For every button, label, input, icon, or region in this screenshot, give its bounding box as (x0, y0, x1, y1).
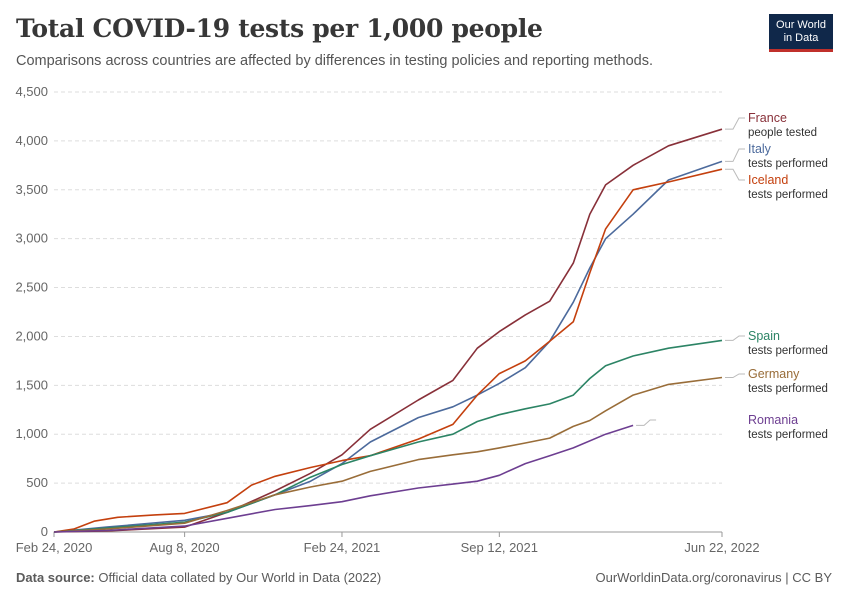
label-connector (725, 373, 745, 379)
y-tick-label: 3,000 (15, 231, 48, 246)
series-note-france: people tested (748, 127, 817, 139)
series-note-italy: tests performed (748, 158, 828, 170)
y-tick-label: 4,500 (15, 84, 48, 99)
series-note-spain: tests performed (748, 345, 828, 357)
series-label-germany: Germany (748, 367, 800, 381)
series-line-italy (53, 160, 723, 533)
label-connector (725, 148, 745, 162)
y-tick-label: 500 (26, 475, 48, 490)
series-line-germany (53, 376, 723, 533)
series-label-italy: Italy (748, 142, 772, 156)
data-source-label: Data source: (16, 570, 95, 585)
series-note-germany: tests performed (748, 383, 828, 395)
x-tick-label: Feb 24, 2021 (304, 540, 381, 555)
y-tick-label: 2,500 (15, 280, 48, 295)
x-tick-label: Sep 12, 2021 (461, 540, 538, 555)
data-source: Data source: Official data collated by O… (16, 570, 381, 585)
y-tick-label: 2,000 (15, 328, 48, 343)
label-connector (725, 168, 745, 181)
logo-line-2: in Data (783, 32, 819, 44)
series-line-spain (53, 339, 723, 533)
owid-logo[interactable]: Our World in Data (769, 14, 833, 52)
y-tick-label: 3,500 (15, 182, 48, 197)
y-tick-label: 1,500 (15, 377, 48, 392)
source-link[interactable]: OurWorldinData.org/coronavirus | CC BY (595, 570, 832, 585)
chart-title: Total COVID-19 tests per 1,000 people (16, 14, 543, 43)
series-line-iceland (53, 168, 723, 533)
series-label-france: France (748, 111, 787, 125)
data-source-text: Official data collated by Our World in D… (98, 570, 382, 585)
x-tick-label: Jun 22, 2022 (684, 540, 759, 555)
label-connector (725, 335, 745, 341)
logo-line-1: Our World (776, 19, 826, 31)
series-label-romania: Romania (748, 413, 798, 427)
series-line-romania (53, 424, 634, 533)
y-tick-label: 4,000 (15, 133, 48, 148)
y-tick-label: 0 (41, 524, 48, 539)
series-label-spain: Spain (748, 329, 780, 343)
chart-subtitle: Comparisons across countries are affecte… (16, 53, 654, 69)
x-tick-label: Feb 24, 2020 (16, 540, 93, 555)
y-tick-label: 1,000 (15, 426, 48, 441)
series-note-iceland: tests performed (748, 189, 828, 201)
label-connector (725, 117, 745, 130)
series-label-iceland: Iceland (748, 173, 788, 187)
label-connector (636, 419, 657, 426)
series-note-romania: tests performed (748, 429, 828, 441)
x-tick-label: Aug 8, 2020 (150, 540, 220, 555)
